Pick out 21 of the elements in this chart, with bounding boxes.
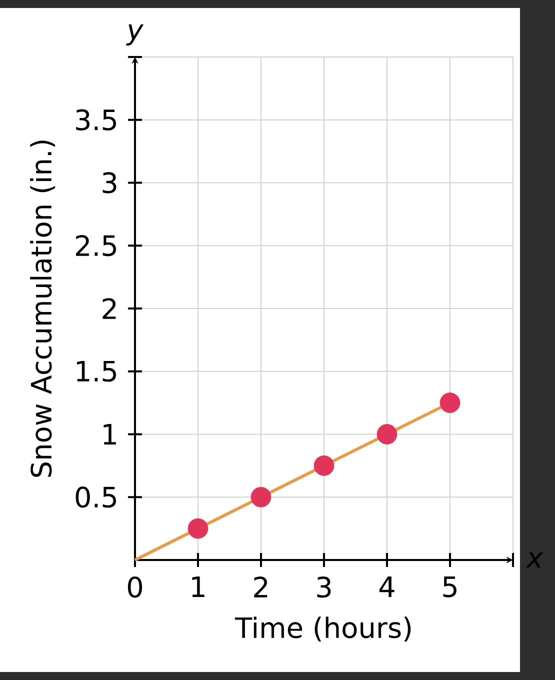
point: [188, 518, 208, 539]
point: [314, 455, 334, 476]
y-axis-title: Snow Accumulation (in.): [30, 140, 56, 477]
x-axis-title: Time (hours): [234, 616, 411, 642]
point: [440, 392, 460, 414]
text: y: [126, 24, 144, 46]
y-tick-label: 1: [104, 424, 116, 444]
point: [376, 424, 398, 444]
y-tick-label: 1.5: [77, 360, 116, 382]
y-tick-label: 3: [102, 172, 116, 194]
x-tick-label: 1: [192, 576, 204, 597]
x-tick-label: 3: [317, 576, 331, 598]
x-tick-label: 2: [254, 576, 268, 598]
x-tick-label: 0: [128, 576, 142, 598]
x-tick-label: 4: [379, 576, 394, 597]
y-tick-label: 0.5: [76, 486, 116, 508]
y-tick-label: 2: [102, 298, 116, 319]
point: [250, 486, 272, 508]
y-tick-label: 3.5: [76, 109, 116, 130]
y-tick-label: 2.5: [76, 235, 116, 256]
x-tick-label: 5: [443, 576, 456, 598]
